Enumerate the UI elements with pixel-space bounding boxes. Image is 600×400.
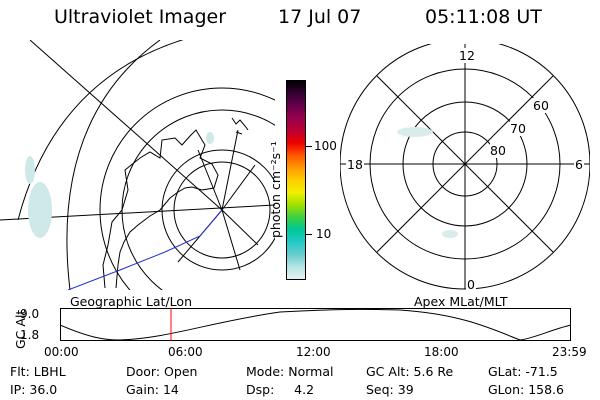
meridian-1 xyxy=(29,40,223,211)
seq-field: Seq: 39 xyxy=(366,382,414,397)
coastline-islands xyxy=(231,117,249,135)
mlat-label-60: 60 xyxy=(533,98,549,113)
gain-field: Gain: 14 xyxy=(126,382,179,397)
mlt-label-18: 18 xyxy=(346,157,364,172)
lat-circle-2 xyxy=(121,109,275,290)
meridian-3 xyxy=(221,129,239,211)
polar-diagonal-2 xyxy=(376,75,554,253)
altitude-xtick-2359: 23:59 xyxy=(552,345,587,359)
meridian-4 xyxy=(221,164,256,211)
glon-field: GLon: 158.6 xyxy=(488,382,564,397)
mode-field: Mode: Normal xyxy=(246,364,334,379)
altitude-xtick-1200: 12:00 xyxy=(296,345,331,359)
colorbar-tick-10: 10 xyxy=(316,227,332,241)
door-field: Door: Open xyxy=(126,364,198,379)
polar-plot xyxy=(340,44,590,290)
flt-field: Flt: LBHL xyxy=(10,364,66,379)
glat-field: GLat: -71.5 xyxy=(488,364,558,379)
altitude-plot xyxy=(60,308,572,341)
colorbar xyxy=(286,80,306,280)
lat-circle-3 xyxy=(161,149,275,271)
polar-speckles xyxy=(397,127,458,238)
altitude-ytick-high: 9.0 xyxy=(20,307,40,321)
geographic-map xyxy=(0,40,275,290)
altitude-xtick-1800: 18:00 xyxy=(424,345,459,359)
meridian-5 xyxy=(221,209,259,246)
geographic-caption: Geographic Lat/Lon xyxy=(70,294,192,309)
lat-arc-mid xyxy=(66,40,161,290)
mlt-label-0: 0 xyxy=(466,277,476,292)
lat-circle-1 xyxy=(99,87,275,290)
date-label: 17 Jul 07 xyxy=(278,6,362,28)
dsp-field: Dsp: 4.2 xyxy=(246,382,315,397)
altitude-xtick-0000: 00:00 xyxy=(44,345,79,359)
mlat-label-80: 80 xyxy=(490,143,506,158)
coastline xyxy=(102,129,219,289)
mlt-label-6: 6 xyxy=(574,157,584,172)
colorbar-tick-mark-100 xyxy=(306,146,312,147)
colorbar-tick-mark-10 xyxy=(306,234,312,235)
gc-alt-field: GC Alt: 5.6 Re xyxy=(366,364,454,379)
satellite-track xyxy=(67,209,223,290)
time-label: 05:11:08 UT xyxy=(425,6,542,28)
altitude-xtick-0600: 06:00 xyxy=(168,345,203,359)
lat-circle-4 xyxy=(173,161,271,259)
polar-caption: Apex MLat/MLT xyxy=(414,294,508,309)
mlat-label-70: 70 xyxy=(510,121,526,136)
instrument-title: Ultraviolet Imager xyxy=(54,6,227,28)
colorbar-unit-label: photon cm⁻²s⁻¹ xyxy=(268,141,283,238)
ip-field: IP: 36.0 xyxy=(10,382,58,397)
altitude-ytick-low: 1.8 xyxy=(20,328,40,342)
emission-speckles xyxy=(25,132,214,238)
colorbar-tick-100: 100 xyxy=(314,139,337,153)
colorbar-gradient xyxy=(287,81,305,279)
mlt-label-12: 12 xyxy=(458,48,476,63)
meridian-6 xyxy=(221,209,241,271)
meridian-8 xyxy=(197,149,223,211)
altitude-plot-frame xyxy=(60,308,571,341)
altitude-curve xyxy=(60,308,572,341)
